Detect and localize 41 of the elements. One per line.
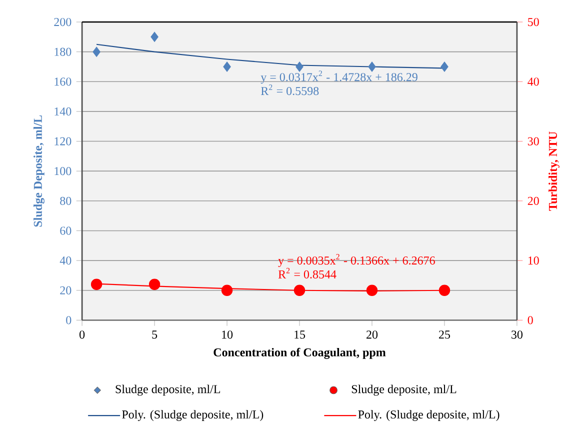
legend-label: Sludge deposite, ml/L xyxy=(116,384,220,396)
legend-label: Sludge deposite, ml/L xyxy=(352,384,456,396)
point xyxy=(296,62,304,72)
y-tick-label: 20 xyxy=(60,286,72,294)
point xyxy=(368,62,376,72)
y-tick-label: 120 xyxy=(54,137,72,146)
y-tick-label: 100 xyxy=(54,166,72,176)
y2-tick-label: 50 xyxy=(528,18,539,26)
x-tick-label: 30 xyxy=(512,330,523,339)
y-tick-label: 0 xyxy=(66,316,72,324)
legend-label: Poly. (Sludge deposite, ml/L) xyxy=(122,410,264,421)
y-tick-label: 60 xyxy=(60,226,72,235)
y2-tick-label: 10 xyxy=(528,256,539,264)
y-tick-label: 200 xyxy=(54,18,72,26)
y2-tick-label: 20 xyxy=(528,196,539,205)
x-tick-label: 25 xyxy=(438,330,450,339)
x-tick-label: 15 xyxy=(294,330,306,339)
point xyxy=(92,46,100,57)
y2-tick-label: 40 xyxy=(528,77,539,86)
point xyxy=(223,62,231,72)
x-tick-label: 10 xyxy=(222,330,233,339)
annotation: y = 0.0035x$^{2}$ - 0.1366x + 6.2676 xyxy=(278,254,435,267)
point xyxy=(150,32,158,42)
y-tick-label: 40 xyxy=(60,256,72,264)
y-axis-title: Sludge Deposite, ml/L xyxy=(34,115,44,227)
y-tick-label: 140 xyxy=(54,107,72,116)
x-tick-label: 5 xyxy=(152,330,158,338)
point xyxy=(440,62,448,72)
y2-axis-title: Turbidity, NTU xyxy=(548,131,560,211)
y-tick-label: 180 xyxy=(54,48,72,56)
x-tick-label: 20 xyxy=(366,330,378,339)
y-tick-label: 80 xyxy=(60,196,72,205)
x-axis-title: Concentration of Coagulant, ppm xyxy=(214,348,386,359)
y-tick-label: 160 xyxy=(54,77,72,86)
legend-label: Poly. (Sludge deposite, ml/L) xyxy=(358,410,500,421)
y2-tick-label: 30 xyxy=(528,137,539,146)
y2-tick-label: 0 xyxy=(528,316,533,324)
annotation: R$^{2}$ = 0.5598 xyxy=(260,84,319,96)
annotation: y = 0.0317x$^{2}$ - 1.4728x + 186.29 xyxy=(260,70,418,84)
annotation: R$^{2}$ = 0.8544 xyxy=(278,268,336,278)
x-tick-label: 0 xyxy=(80,330,85,339)
